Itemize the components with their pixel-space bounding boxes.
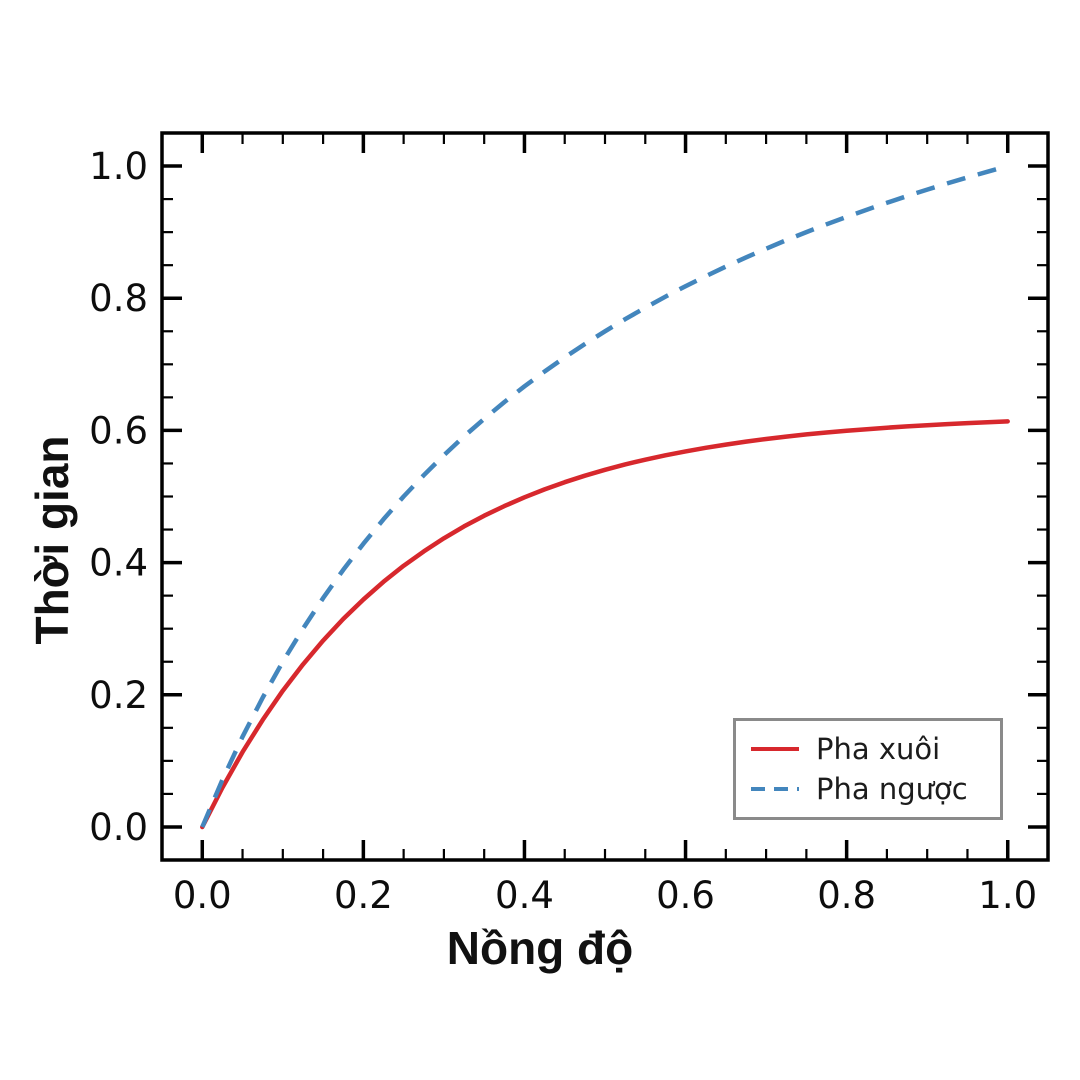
x-tick-label: 0.6	[656, 874, 715, 917]
y-tick-label: 0.2	[89, 674, 148, 717]
legend-box: Pha xuôi Pha ngược	[733, 718, 1003, 820]
y-tick-label: 0.6	[89, 409, 148, 452]
legend-label: Pha ngược	[816, 771, 968, 806]
x-tick-label: 0.8	[817, 874, 876, 917]
x-tick-label: 0.2	[334, 874, 393, 917]
legend-entry-pha-xuoi: Pha xuôi	[751, 731, 1000, 766]
tick-labels: 0.0 0.2 0.4 0.6 0.8 1.0 0.0 0.2 0.4 0.6 0.8 1.0	[89, 145, 1037, 917]
legend-line-sample-solid	[751, 746, 799, 752]
x-tick-label: 1.0	[978, 874, 1037, 917]
y-axis-label: Thời gian	[26, 435, 78, 645]
legend-line-sample-dashed	[751, 786, 799, 792]
y-tick-label: 1.0	[89, 145, 148, 188]
y-tick-label: 0.0	[89, 806, 148, 849]
x-axis-label: Nồng độ	[446, 922, 634, 974]
legend-label: Pha xuôi	[816, 731, 941, 766]
legend-entry-pha-nguoc: Pha ngược	[751, 771, 1000, 806]
x-tick-label: 0.4	[495, 874, 554, 917]
axis-ticks	[162, 133, 1048, 860]
series-line-solid	[200, 419, 1010, 830]
y-tick-label: 0.8	[89, 277, 148, 320]
series-line-dashed	[200, 163, 1009, 828]
y-tick-label: 0.4	[89, 542, 148, 585]
x-tick-label: 0.0	[173, 874, 232, 917]
